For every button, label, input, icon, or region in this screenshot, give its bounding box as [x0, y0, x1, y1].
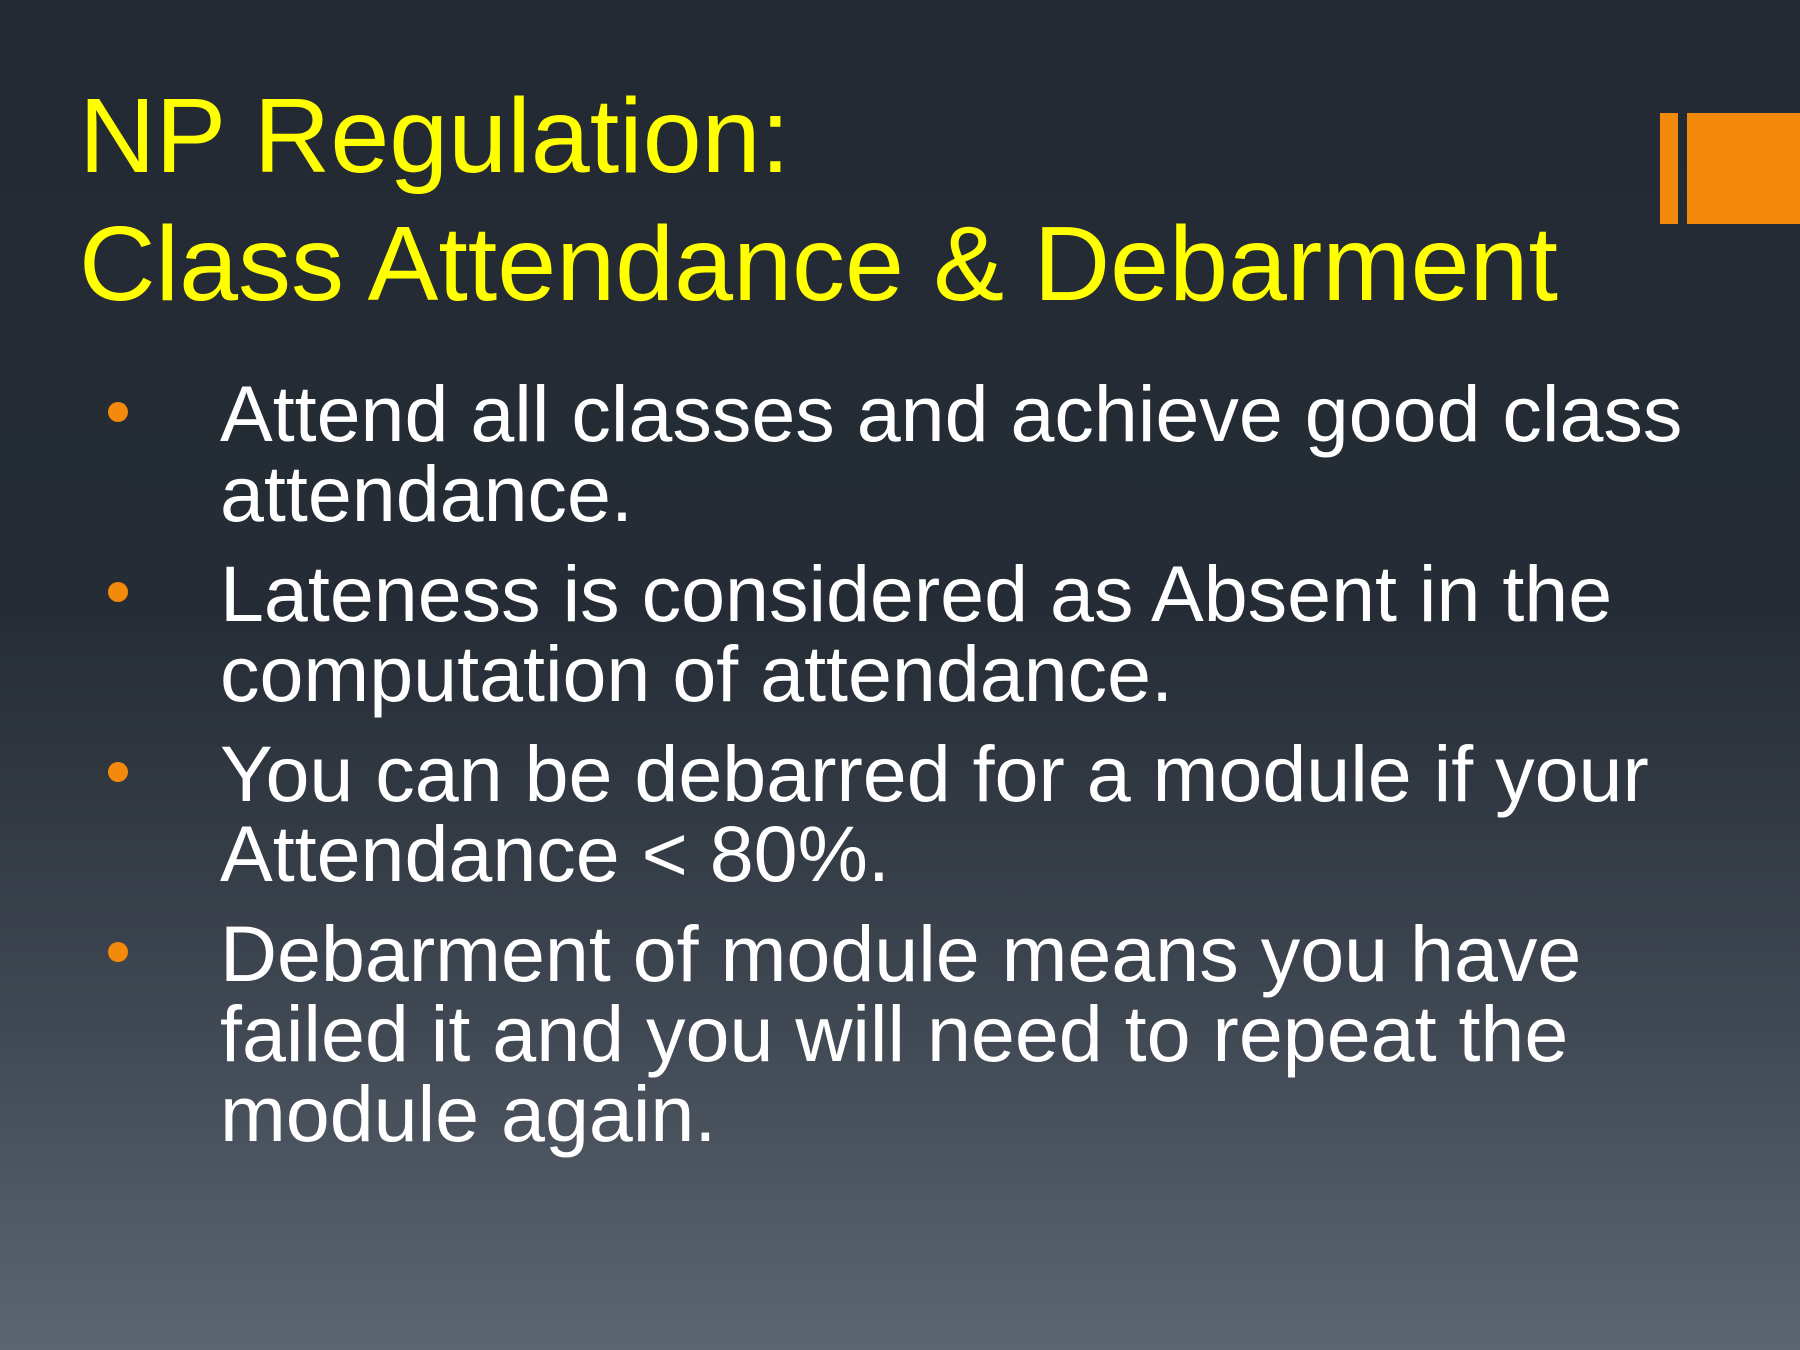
- bullet-text: Attend all classes and achieve good clas…: [220, 369, 1683, 538]
- accent-thick-bar: [1687, 113, 1800, 224]
- bullet-dot-icon: [108, 942, 128, 962]
- bullet-text: Debarment of module means you have faile…: [220, 909, 1582, 1158]
- slide-title: NP Regulation: Class Attendance & Debarm…: [79, 72, 1558, 328]
- bullet-text: Lateness is considered as Absent in the …: [220, 549, 1613, 718]
- bullet-dot-icon: [108, 402, 128, 422]
- bullet-dot-icon: [108, 582, 128, 602]
- accent-thin-bar: [1660, 113, 1678, 224]
- bullet-list: Attend all classes and achieve good clas…: [0, 374, 1800, 1174]
- bullet-item-attendance: Attend all classes and achieve good clas…: [0, 374, 1740, 534]
- bullet-dot-icon: [108, 762, 128, 782]
- bullet-item-lateness: Lateness is considered as Absent in the …: [0, 554, 1740, 714]
- bullet-item-debarment-meaning: Debarment of module means you have faile…: [0, 914, 1740, 1154]
- title-line-1: NP Regulation:: [79, 77, 791, 195]
- bullet-text: You can be debarred for a module if your…: [220, 729, 1649, 898]
- title-line-2: Class Attendance & Debarment: [79, 205, 1558, 323]
- bullet-item-debarred: You can be debarred for a module if your…: [0, 734, 1740, 894]
